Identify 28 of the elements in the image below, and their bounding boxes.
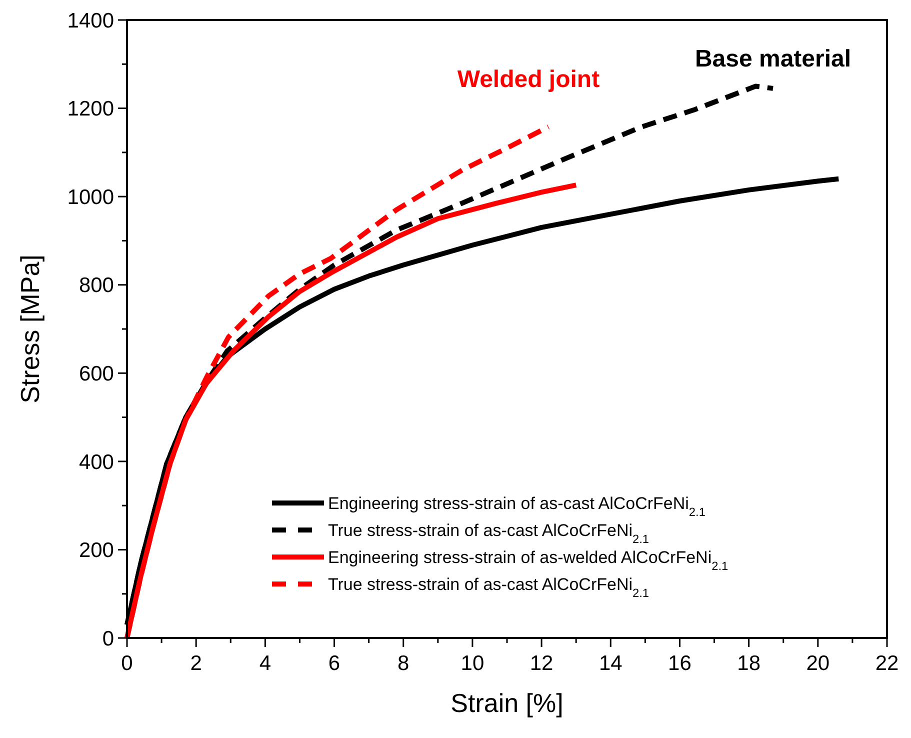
y-tick-label: 0: [102, 627, 114, 650]
y-axis-title: Stress [MPa]: [15, 254, 45, 404]
x-tick-label: 22: [875, 652, 899, 675]
x-tick-label: 12: [530, 652, 554, 675]
legend-label: Engineering stress-strain of as-cast AlCoCrFeNi$_{2.1}$: [328, 494, 706, 519]
x-tick-label: 0: [121, 652, 133, 675]
x-tick-label: 18: [737, 652, 760, 675]
y-tick-label: 1400: [67, 9, 114, 32]
y-tick-label: 800: [78, 274, 114, 298]
y-tick-label: 1200: [67, 98, 114, 121]
legend-label: True stress-strain of as-cast AlCoCrFeNi$_{2.1}$: [328, 520, 650, 546]
legend-label: True stress-strain of as-cast AlCoCrFeNi$_{2.1}$: [328, 574, 650, 600]
x-tick-label: 10: [460, 652, 484, 675]
x-tick-label: 14: [598, 652, 623, 675]
x-tick-label: 6: [328, 652, 340, 675]
y-tick-label: 600: [78, 362, 114, 386]
annotation: Welded joint: [457, 66, 600, 93]
annotation: Base material: [694, 45, 852, 72]
x-tick-label: 2: [190, 652, 202, 675]
y-tick-label: 400: [78, 450, 114, 474]
x-tick-label: 8: [398, 652, 410, 675]
x-tick-label: 16: [668, 652, 692, 675]
x-tick-label: 20: [806, 652, 830, 675]
y-tick-label: 200: [78, 539, 114, 562]
x-tick-label: 4: [259, 652, 272, 675]
x-axis-title: Strain [%]: [450, 688, 564, 718]
y-tick-label: 1000: [67, 186, 114, 209]
legend-label: Engineering stress-strain of as-welded AlCoCrFeNi$_{2.1}$: [328, 548, 729, 573]
